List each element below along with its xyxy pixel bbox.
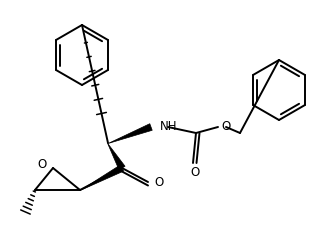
Text: O: O — [154, 177, 163, 189]
Polygon shape — [108, 143, 125, 170]
Text: O: O — [190, 165, 200, 179]
Text: O: O — [37, 158, 47, 172]
Polygon shape — [80, 165, 124, 190]
Text: O: O — [221, 120, 230, 132]
Text: NH: NH — [160, 120, 177, 132]
Polygon shape — [108, 124, 152, 144]
